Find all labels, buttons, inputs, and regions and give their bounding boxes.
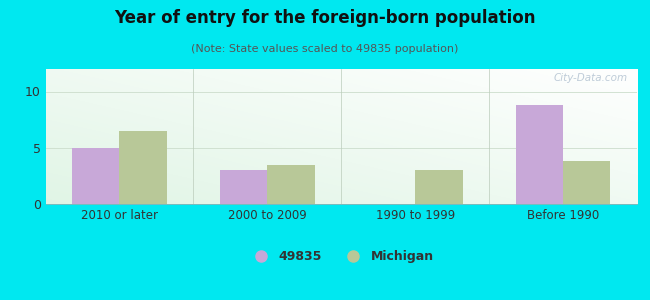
Bar — [267, 165, 315, 204]
Text: (Note: State values scaled to 49835 population): (Note: State values scaled to 49835 popu… — [191, 44, 459, 53]
Text: City-Data.com: City-Data.com — [554, 73, 628, 83]
Bar — [220, 170, 267, 204]
Bar — [563, 161, 610, 204]
Bar — [415, 170, 463, 204]
Bar — [515, 105, 563, 204]
Bar — [120, 131, 167, 204]
Legend: 49835, Michigan: 49835, Michigan — [244, 245, 439, 268]
Text: Year of entry for the foreign-born population: Year of entry for the foreign-born popul… — [114, 9, 536, 27]
Bar — [72, 148, 120, 204]
